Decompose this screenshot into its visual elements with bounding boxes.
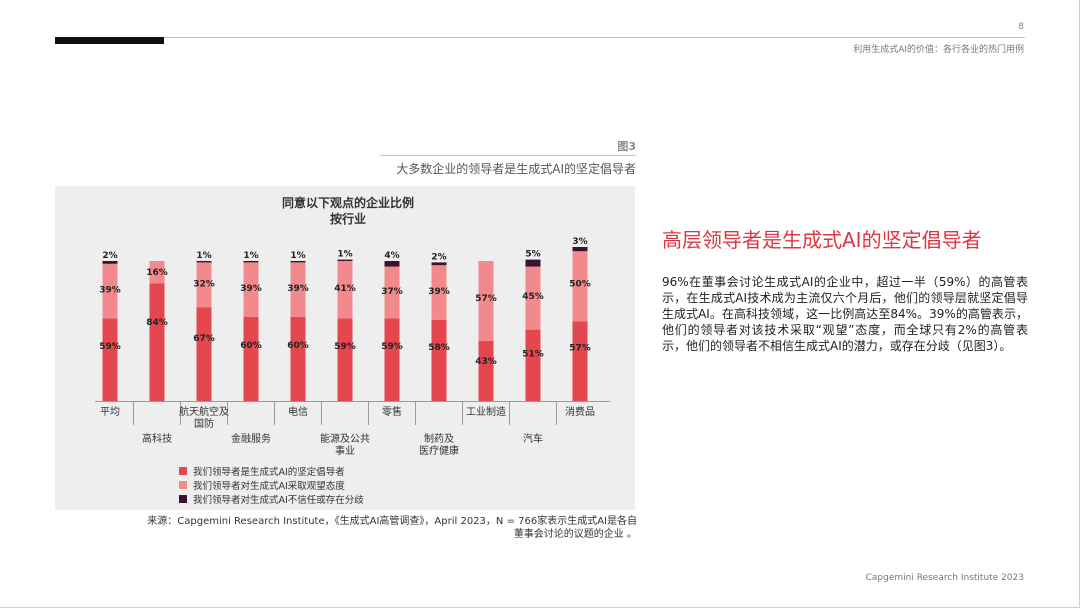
data-label-wait-6: 41% <box>334 284 356 294</box>
bar-1-10 <box>525 329 541 401</box>
data-label-advocate-1: 59% <box>99 342 121 352</box>
bar-3-6 <box>337 259 353 261</box>
figure-label: 图3 <box>617 140 636 153</box>
legend-label-3: 我们领导者对生成式AI不信任或存在分歧 <box>193 494 364 506</box>
bar-2-8 <box>431 265 447 320</box>
article-body: 96%在董事会讨论生成式AI的企业中，超过一半（59%）的高管表示，在生成式AI… <box>662 275 1028 353</box>
data-label-distrust-1: 2% <box>102 251 117 261</box>
legend-label-1: 我们领导者是生成式AI的坚定倡导者 <box>193 466 345 478</box>
legend-swatch-2 <box>179 481 187 489</box>
bar-2-11 <box>572 251 588 322</box>
data-label-distrust-7: 4% <box>384 251 399 261</box>
data-label-distrust-10: 5% <box>525 250 540 260</box>
source-line-1: 来源：Capgemini Research Institute，《生成式AI高管… <box>147 516 637 527</box>
data-label-wait-9: 57% <box>475 294 497 304</box>
data-label-wait-2: 16% <box>146 268 168 278</box>
category-label-8-1: 制药及 <box>424 432 454 445</box>
page-number: 8 <box>1018 22 1024 32</box>
data-label-advocate-5: 60% <box>287 341 309 351</box>
data-label-distrust-3: 1% <box>196 251 211 261</box>
data-label-advocate-2: 84% <box>146 318 168 328</box>
category-label-3-1: 航天航空及 <box>179 405 229 418</box>
article-heading: 高层领导者是生成式AI的坚定倡导者 <box>662 228 982 252</box>
bar-2-6 <box>337 261 353 319</box>
category-label-6-1: 能源及公共 <box>320 432 370 445</box>
bar-2-10 <box>525 266 541 330</box>
data-label-advocate-10: 51% <box>522 349 544 359</box>
chart-subtitle: 按行业 <box>330 211 366 226</box>
bar-2-3 <box>196 262 212 308</box>
bar-1-4 <box>243 317 259 401</box>
data-label-wait-4: 39% <box>240 284 262 294</box>
category-label-7-1: 零售 <box>382 405 402 418</box>
figure-rule <box>380 155 636 156</box>
data-label-distrust-11: 3% <box>572 237 587 247</box>
bar-2-2 <box>149 261 165 284</box>
bar-1-6 <box>337 318 353 401</box>
data-label-wait-7: 37% <box>381 287 403 297</box>
chart-panel: 同意以下观点的企业比例 按行业 59% 39% 2% 平均 84% 16% 高科技 67% 32% 1… <box>55 186 635 510</box>
category-label-2-1: 高科技 <box>142 432 172 445</box>
report-subtitle: 利用生成式AI的价值：各行各业的热门用例 <box>853 45 1024 55</box>
chart-title: 同意以下观点的企业比例 <box>282 195 414 210</box>
bar-1-3 <box>196 307 212 401</box>
bar-3-11 <box>572 247 588 252</box>
category-label-9-1: 工业制造 <box>466 405 506 418</box>
chart-source: 来源：Capgemini Research Institute，《生成式AI高管… <box>140 515 637 541</box>
bar-3-10 <box>525 259 541 267</box>
data-label-advocate-7: 59% <box>381 342 403 352</box>
data-label-advocate-6: 59% <box>334 342 356 352</box>
legend-swatch-1 <box>179 467 187 475</box>
bar-2-7 <box>384 266 400 319</box>
category-label-10-1: 汽车 <box>523 432 543 445</box>
data-label-wait-10: 45% <box>522 292 544 302</box>
category-label-6-2: 事业 <box>335 444 355 457</box>
bar-2-4 <box>243 262 259 317</box>
footer-text: Capgemini Research Institute 2023 <box>865 573 1024 583</box>
bar-2-9 <box>478 261 494 341</box>
bar-3-1 <box>102 261 118 264</box>
header-accent-block <box>55 37 164 44</box>
data-label-wait-11: 50% <box>569 280 591 290</box>
bar-1-8 <box>431 319 447 401</box>
data-label-wait-8: 39% <box>428 287 450 297</box>
header-rule <box>55 37 1025 38</box>
bar-3-5 <box>290 261 306 263</box>
source-line-2: 董事会讨论的议题的企业 。 <box>513 529 637 540</box>
category-label-8-2: 医疗健康 <box>419 444 459 457</box>
bar-1-11 <box>572 321 588 401</box>
data-label-distrust-4: 1% <box>243 251 258 261</box>
data-label-distrust-6: 1% <box>337 250 352 260</box>
data-label-distrust-8: 2% <box>431 252 446 262</box>
data-label-advocate-11: 57% <box>569 344 591 354</box>
category-label-5-1: 电信 <box>288 405 308 418</box>
figure-title: 大多数企业的领导者是生成式AI的坚定倡导者 <box>396 162 636 176</box>
data-label-advocate-4: 60% <box>240 341 262 351</box>
legend-label-2: 我们领导者对生成式AI采取观望态度 <box>193 480 345 492</box>
bar-3-4 <box>243 261 259 263</box>
data-label-wait-3: 32% <box>193 280 215 290</box>
bar-1-9 <box>478 340 494 401</box>
category-label-11-1: 消费品 <box>565 405 595 418</box>
category-label-1-1: 平均 <box>100 406 120 418</box>
data-label-distrust-5: 1% <box>290 251 305 261</box>
data-label-wait-1: 39% <box>99 285 121 295</box>
bar-1-1 <box>102 318 118 401</box>
legend-swatch-3 <box>179 495 187 503</box>
data-label-wait-5: 39% <box>287 284 309 294</box>
bar-2-5 <box>290 262 306 317</box>
bar-1-7 <box>384 318 400 401</box>
bar-1-5 <box>290 317 306 401</box>
data-label-advocate-8: 58% <box>428 343 450 353</box>
category-label-4-1: 金融服务 <box>231 432 271 445</box>
bar-2-1 <box>102 263 118 319</box>
bar-3-7 <box>384 261 400 267</box>
category-label-3-2: 国防 <box>194 417 214 430</box>
data-label-advocate-9: 43% <box>475 357 497 367</box>
bar-3-3 <box>196 261 212 263</box>
bar-3-8 <box>431 262 447 266</box>
bar-1-2 <box>149 283 165 401</box>
data-label-advocate-3: 67% <box>193 334 215 344</box>
